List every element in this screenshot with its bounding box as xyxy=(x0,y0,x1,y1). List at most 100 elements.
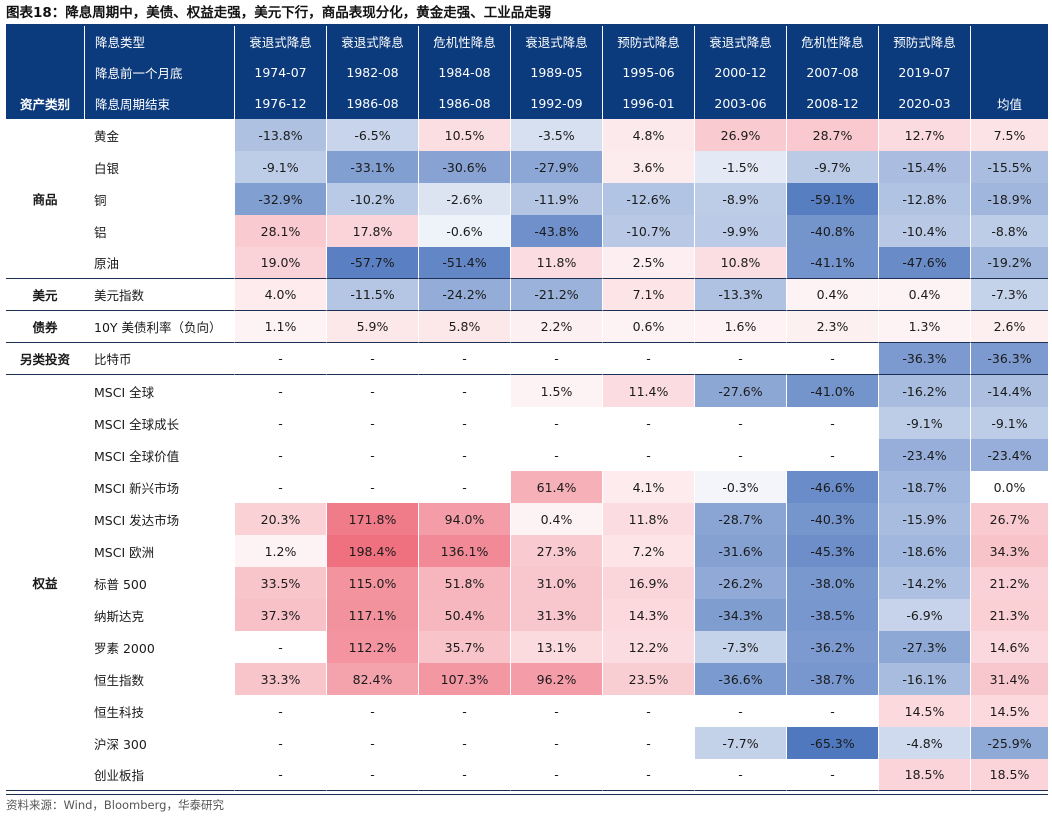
period-start-header: 1974-07 xyxy=(234,57,326,88)
return-value-cell: 51.8% xyxy=(418,567,510,599)
return-value-cell: 5.8% xyxy=(418,311,510,343)
return-value-cell: - xyxy=(510,439,602,471)
return-value-cell: 28.1% xyxy=(234,215,326,247)
return-value-cell: - xyxy=(234,407,326,439)
return-value-cell: -40.8% xyxy=(786,215,878,247)
return-value-cell: -36.3% xyxy=(878,343,970,375)
return-value-cell: -21.2% xyxy=(510,279,602,311)
return-value-cell: - xyxy=(234,695,326,727)
mean-value-cell: 26.7% xyxy=(970,503,1048,535)
period-start-header: 1984-08 xyxy=(418,57,510,88)
return-value-cell: 11.8% xyxy=(602,503,694,535)
mean-value-cell: 2.6% xyxy=(970,311,1048,343)
period-type-header: 衰退式降息 xyxy=(326,26,418,57)
return-value-cell: 198.4% xyxy=(326,535,418,567)
return-value-cell: 19.0% xyxy=(234,247,326,279)
return-value-cell: 18.5% xyxy=(878,759,970,791)
mean-value-cell: 7.5% xyxy=(970,119,1048,151)
return-value-cell: 37.3% xyxy=(234,599,326,631)
return-value-cell: - xyxy=(326,343,418,375)
asset-name: MSCI 欧洲 xyxy=(94,544,155,560)
return-value-cell: - xyxy=(326,407,418,439)
asset-name: 白银 xyxy=(94,160,120,176)
return-value-cell: -47.6% xyxy=(878,247,970,279)
mean-value-cell: -7.3% xyxy=(970,279,1048,311)
return-value-cell: - xyxy=(418,727,510,759)
header-blank-cell xyxy=(6,57,84,88)
return-value-cell: 20.3% xyxy=(234,503,326,535)
return-value-cell: - xyxy=(786,343,878,375)
return-value-cell: 11.8% xyxy=(510,247,602,279)
return-value-cell: - xyxy=(418,375,510,407)
mean-value-cell: 14.6% xyxy=(970,631,1048,663)
return-value-cell: 33.5% xyxy=(234,567,326,599)
return-value-cell: -41.0% xyxy=(786,375,878,407)
return-value-cell: 11.4% xyxy=(602,375,694,407)
mean-value-cell: -23.4% xyxy=(970,439,1048,471)
mean-value-cell: -9.1% xyxy=(970,407,1048,439)
return-value-cell: 2.5% xyxy=(602,247,694,279)
return-value-cell: -33.1% xyxy=(326,151,418,183)
return-value-cell: 4.8% xyxy=(602,119,694,151)
period-end-header: 2003-06 xyxy=(694,88,786,119)
return-value-cell: 136.1% xyxy=(418,535,510,567)
return-value-cell: -31.6% xyxy=(694,535,786,567)
category-label: 债券 xyxy=(6,311,84,343)
return-value-cell: - xyxy=(510,695,602,727)
return-value-cell: -38.0% xyxy=(786,567,878,599)
return-value-cell: -12.6% xyxy=(602,183,694,215)
return-value-cell: -36.2% xyxy=(786,631,878,663)
return-value-cell: -43.8% xyxy=(510,215,602,247)
return-value-cell: - xyxy=(326,695,418,727)
return-value-cell: - xyxy=(602,439,694,471)
return-value-cell: 1.6% xyxy=(694,311,786,343)
return-value-cell: -7.3% xyxy=(694,631,786,663)
return-value-cell: 2.2% xyxy=(510,311,602,343)
cut-start-label: 降息前一个月底 xyxy=(84,57,234,88)
return-value-cell: 12.2% xyxy=(602,631,694,663)
return-value-cell: - xyxy=(418,343,510,375)
return-value-cell: 27.3% xyxy=(510,535,602,567)
mean-value-cell: -19.2% xyxy=(970,247,1048,279)
return-value-cell: -10.7% xyxy=(602,215,694,247)
return-value-cell: -11.9% xyxy=(510,183,602,215)
asset-name: MSCI 全球成长 xyxy=(94,416,180,432)
return-value-cell: 14.5% xyxy=(878,695,970,727)
asset-name: 铜 xyxy=(94,192,107,208)
return-value-cell: - xyxy=(234,471,326,503)
category-label: 权益 xyxy=(6,375,84,791)
return-value-cell: 31.3% xyxy=(510,599,602,631)
return-value-cell: - xyxy=(326,375,418,407)
return-value-cell: -65.3% xyxy=(786,727,878,759)
asset-name: 创业板指 xyxy=(84,759,234,791)
asset-class-header: 资产类别 xyxy=(6,88,84,119)
return-value-cell: -46.6% xyxy=(786,471,878,503)
return-value-cell: -18.6% xyxy=(878,535,970,567)
return-value-cell: 96.2% xyxy=(510,663,602,695)
asset-name: MSCI 新兴市场 xyxy=(94,480,180,496)
return-value-cell: -11.5% xyxy=(326,279,418,311)
return-value-cell: 28.7% xyxy=(786,119,878,151)
return-value-cell: 0.6% xyxy=(602,311,694,343)
return-value-cell: -32.9% xyxy=(234,183,326,215)
chart-title: 图表18：降息周期中，美债、权益走强，美元下行，商品表现分化，黄金走强、工业品走… xyxy=(6,5,552,21)
return-value-cell: -40.3% xyxy=(786,503,878,535)
return-value-cell: -4.8% xyxy=(878,727,970,759)
return-value-cell: - xyxy=(694,343,786,375)
return-value-cell: 23.5% xyxy=(602,663,694,695)
return-value-cell: -26.2% xyxy=(694,567,786,599)
asset-name: 铝 xyxy=(94,224,107,240)
period-end-header: 1992-09 xyxy=(510,88,602,119)
header-blank-cell xyxy=(970,57,1048,88)
return-value-cell: 3.6% xyxy=(602,151,694,183)
return-value-cell: 1.3% xyxy=(878,311,970,343)
return-value-cell: -36.6% xyxy=(694,663,786,695)
period-type-header: 衰退式降息 xyxy=(694,26,786,57)
period-start-header: 2019-07 xyxy=(878,57,970,88)
asset-name: 美元指数 xyxy=(84,279,234,311)
return-value-cell: - xyxy=(786,439,878,471)
return-value-cell: -6.5% xyxy=(326,119,418,151)
return-value-cell: -51.4% xyxy=(418,247,510,279)
return-value-cell: 94.0% xyxy=(418,503,510,535)
return-value-cell: - xyxy=(602,727,694,759)
